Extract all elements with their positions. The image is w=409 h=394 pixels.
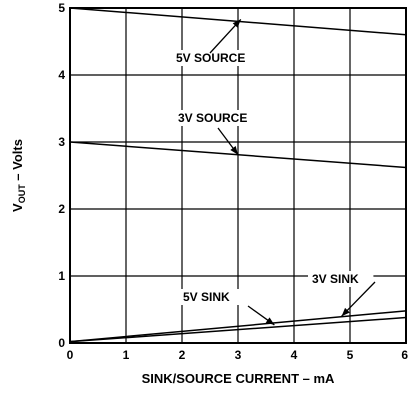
annotation-bg-3v-sink [308, 271, 374, 287]
annotation-bg-5v-source [172, 50, 254, 66]
annotation-arrowhead-3v-sink [341, 307, 350, 317]
y-tick-label: 3 [58, 135, 65, 149]
y-axis-title-subscript: OUT [17, 184, 27, 204]
y-tick-label: 2 [58, 202, 65, 216]
x-tick-label: 0 [67, 348, 74, 362]
y-axis-title-suffix: – Volts [10, 139, 25, 184]
annotations: 5V SOURCE 3V SOURCE 3V SINK 5V SINK [172, 18, 376, 326]
annotation-arrowhead-5v-source [232, 19, 241, 28]
x-tick-label: 2 [179, 348, 186, 362]
y-axis-title: VOUT – Volts [10, 139, 27, 212]
annotation-arrowhead-5v-sink [265, 317, 275, 325]
series-line-3v-source [69, 141, 407, 169]
x-tick-label: 3 [235, 348, 242, 362]
y-axis-title-main: V [10, 203, 25, 212]
y-tick-label: 1 [58, 269, 65, 283]
annotation-bg-3v-source [174, 110, 256, 126]
x-tick-label: 1 [123, 348, 130, 362]
plot-frame [69, 7, 407, 344]
y-tick-label: 4 [58, 68, 65, 82]
annotation-label-3v-source: 3V SOURCE [178, 111, 247, 125]
annotation-label-5v-sink: 5V SINK [183, 290, 230, 304]
annotation-label-3v-sink: 3V SINK [312, 272, 359, 286]
x-tick-label: 5 [347, 348, 354, 362]
series-lines [69, 7, 407, 343]
tick-labels: 0 1 2 3 4 5 6 0 1 2 3 4 5 [58, 1, 408, 362]
x-axis-title: SINK/SOURCE CURRENT – mA [142, 371, 335, 386]
series-line-5v-sink [69, 316, 407, 343]
annotation-bg-5v-sink [179, 289, 245, 305]
x-tick-label: 6 [401, 348, 408, 362]
series-line-3v-sink [69, 310, 407, 343]
annotation-label-5v-source: 5V SOURCE [176, 51, 245, 65]
y-tick-label: 0 [58, 336, 65, 350]
x-tick-label: 4 [291, 348, 298, 362]
y-tick-label: 5 [58, 1, 65, 15]
annotation-arrowhead-3v-source [230, 146, 238, 155]
